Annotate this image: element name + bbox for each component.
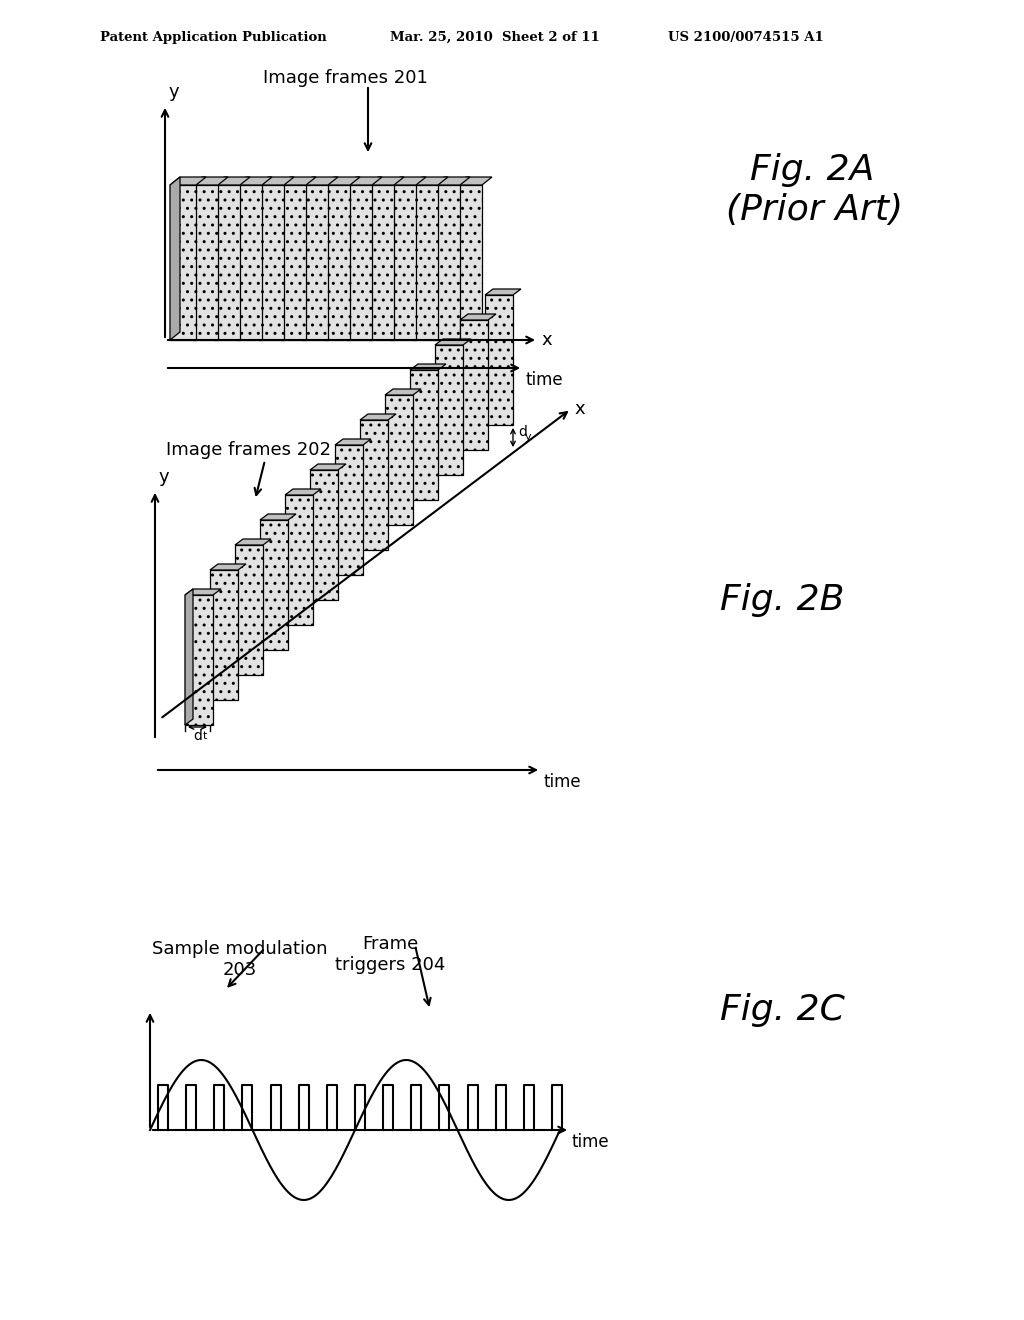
Polygon shape [368,185,394,341]
Polygon shape [412,185,438,341]
Polygon shape [456,185,482,341]
Polygon shape [335,440,371,445]
Polygon shape [485,294,513,425]
Polygon shape [390,185,416,341]
Polygon shape [260,520,288,649]
Polygon shape [346,185,372,341]
Polygon shape [434,185,460,341]
Text: x: x [541,331,552,348]
Polygon shape [234,539,271,545]
Polygon shape [185,589,193,725]
Polygon shape [258,185,284,341]
Polygon shape [324,177,360,185]
Polygon shape [346,177,382,185]
Polygon shape [310,465,346,470]
Polygon shape [170,185,196,341]
Polygon shape [368,177,404,185]
Text: Sample modulation
203: Sample modulation 203 [153,940,328,979]
Polygon shape [170,177,180,341]
Polygon shape [410,364,446,370]
Text: Fig. 2C: Fig. 2C [720,993,845,1027]
Polygon shape [185,589,221,595]
Polygon shape [324,185,350,341]
Text: y: y [169,83,179,102]
Polygon shape [185,595,213,725]
Polygon shape [385,389,421,395]
Polygon shape [360,414,396,420]
Text: time: time [544,774,582,791]
Polygon shape [434,177,470,185]
Text: Patent Application Publication: Patent Application Publication [100,30,327,44]
Text: d: d [194,729,202,743]
Text: x: x [574,400,585,418]
Text: time: time [526,371,563,389]
Polygon shape [258,177,294,185]
Polygon shape [280,185,306,341]
Polygon shape [170,177,206,185]
Polygon shape [435,345,463,475]
Polygon shape [485,289,521,294]
Text: Fig. 2A: Fig. 2A [750,153,874,187]
Polygon shape [302,185,328,341]
Polygon shape [193,185,218,341]
Polygon shape [410,370,438,500]
Text: US 2100/0074515 A1: US 2100/0074515 A1 [668,30,823,44]
Text: Frame
triggers 204: Frame triggers 204 [335,935,445,974]
Polygon shape [456,177,492,185]
Polygon shape [285,495,313,624]
Polygon shape [210,564,246,570]
Polygon shape [302,177,338,185]
Text: t: t [203,731,207,741]
Text: Image frames 201: Image frames 201 [262,69,427,87]
Polygon shape [193,177,228,185]
Polygon shape [285,488,321,495]
Polygon shape [385,395,413,525]
Polygon shape [236,185,262,341]
Polygon shape [214,177,250,185]
Polygon shape [335,445,362,576]
Text: Fig. 2B: Fig. 2B [720,583,845,616]
Polygon shape [280,177,316,185]
Polygon shape [460,314,496,319]
Polygon shape [435,339,471,345]
Text: d: d [518,425,527,440]
Text: y: y [525,433,531,442]
Text: y: y [159,469,170,486]
Polygon shape [210,570,238,700]
Polygon shape [390,177,426,185]
Text: Mar. 25, 2010  Sheet 2 of 11: Mar. 25, 2010 Sheet 2 of 11 [390,30,600,44]
Text: time: time [572,1133,609,1151]
Polygon shape [214,185,240,341]
Polygon shape [236,177,272,185]
Polygon shape [234,545,263,675]
Polygon shape [360,420,388,550]
Text: Image frames 202: Image frames 202 [166,441,331,459]
Polygon shape [260,513,296,520]
Polygon shape [460,319,488,450]
Polygon shape [310,470,338,601]
Text: (Prior Art): (Prior Art) [726,193,903,227]
Polygon shape [412,177,449,185]
